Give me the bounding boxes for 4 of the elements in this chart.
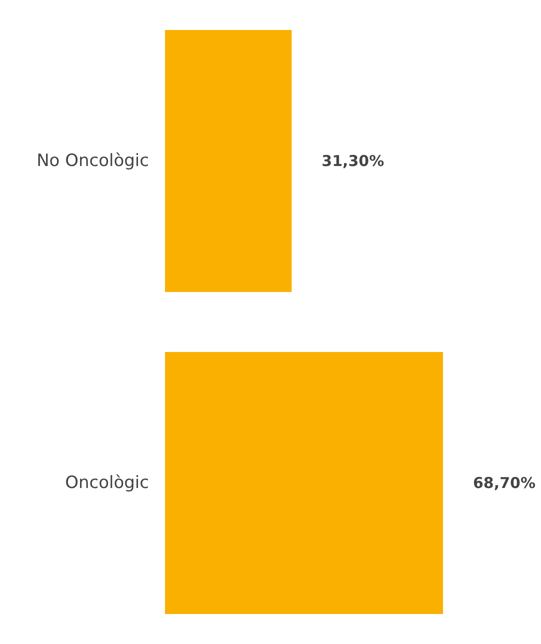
data-label: 68,70% xyxy=(473,474,536,492)
y-tick-label: No Oncològic xyxy=(36,151,149,171)
data-label: 31,30% xyxy=(322,152,384,170)
y-tick-label: Oncològic xyxy=(65,473,149,493)
